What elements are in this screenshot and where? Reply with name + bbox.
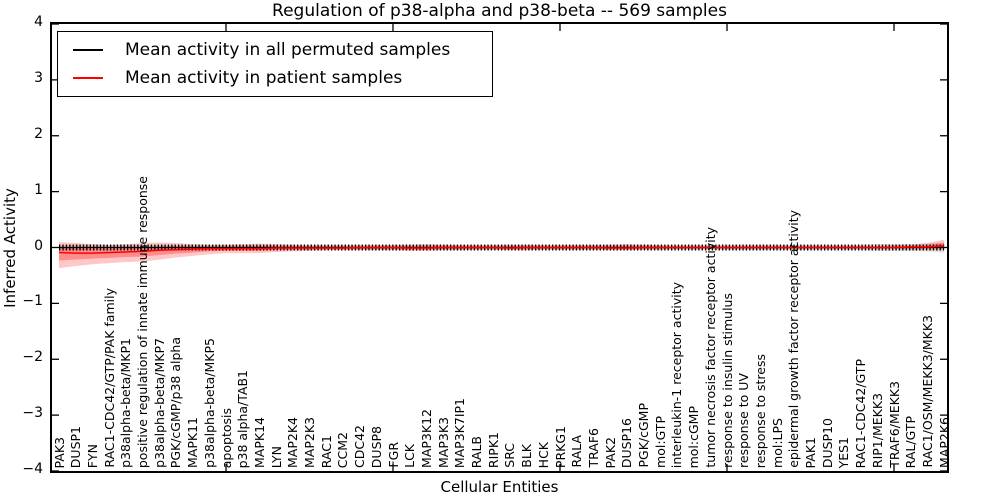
y-tick-label: −1	[22, 293, 43, 310]
y-tick-label: 0	[34, 237, 43, 254]
y-tick-label: −4	[22, 461, 43, 477]
y-tick-label: −3	[22, 405, 43, 422]
chart-canvas	[52, 24, 947, 471]
permuted-line-swatch	[73, 49, 103, 51]
y-tick-label: 1	[34, 181, 43, 198]
legend: Mean activity in all permuted samples Me…	[57, 31, 493, 97]
y-tick-label: −2	[22, 349, 43, 366]
chart-title: Regulation of p38-alpha and p38-beta -- …	[272, 1, 727, 21]
legend-item-permuted: Mean activity in all permuted samples	[58, 40, 492, 60]
legend-item-patient: Mean activity in patient samples	[58, 68, 492, 88]
legend-label-permuted: Mean activity in all permuted samples	[125, 40, 451, 60]
patient-line-swatch	[73, 77, 103, 79]
x-axis-label: Cellular Entities	[440, 478, 559, 496]
y-tick-label: 4	[34, 14, 43, 30]
y-tick-labels: 4 3 2 1 0 −1 −2 −3 −4	[0, 14, 46, 477]
y-tick-label: 2	[34, 125, 43, 142]
y-tick-label: 3	[34, 69, 43, 86]
legend-label-patient: Mean activity in patient samples	[125, 68, 403, 88]
plot-area: PAK3 DUSP1 FYN RAC1-CDC42/GTP/PAK family p38…	[50, 22, 952, 473]
